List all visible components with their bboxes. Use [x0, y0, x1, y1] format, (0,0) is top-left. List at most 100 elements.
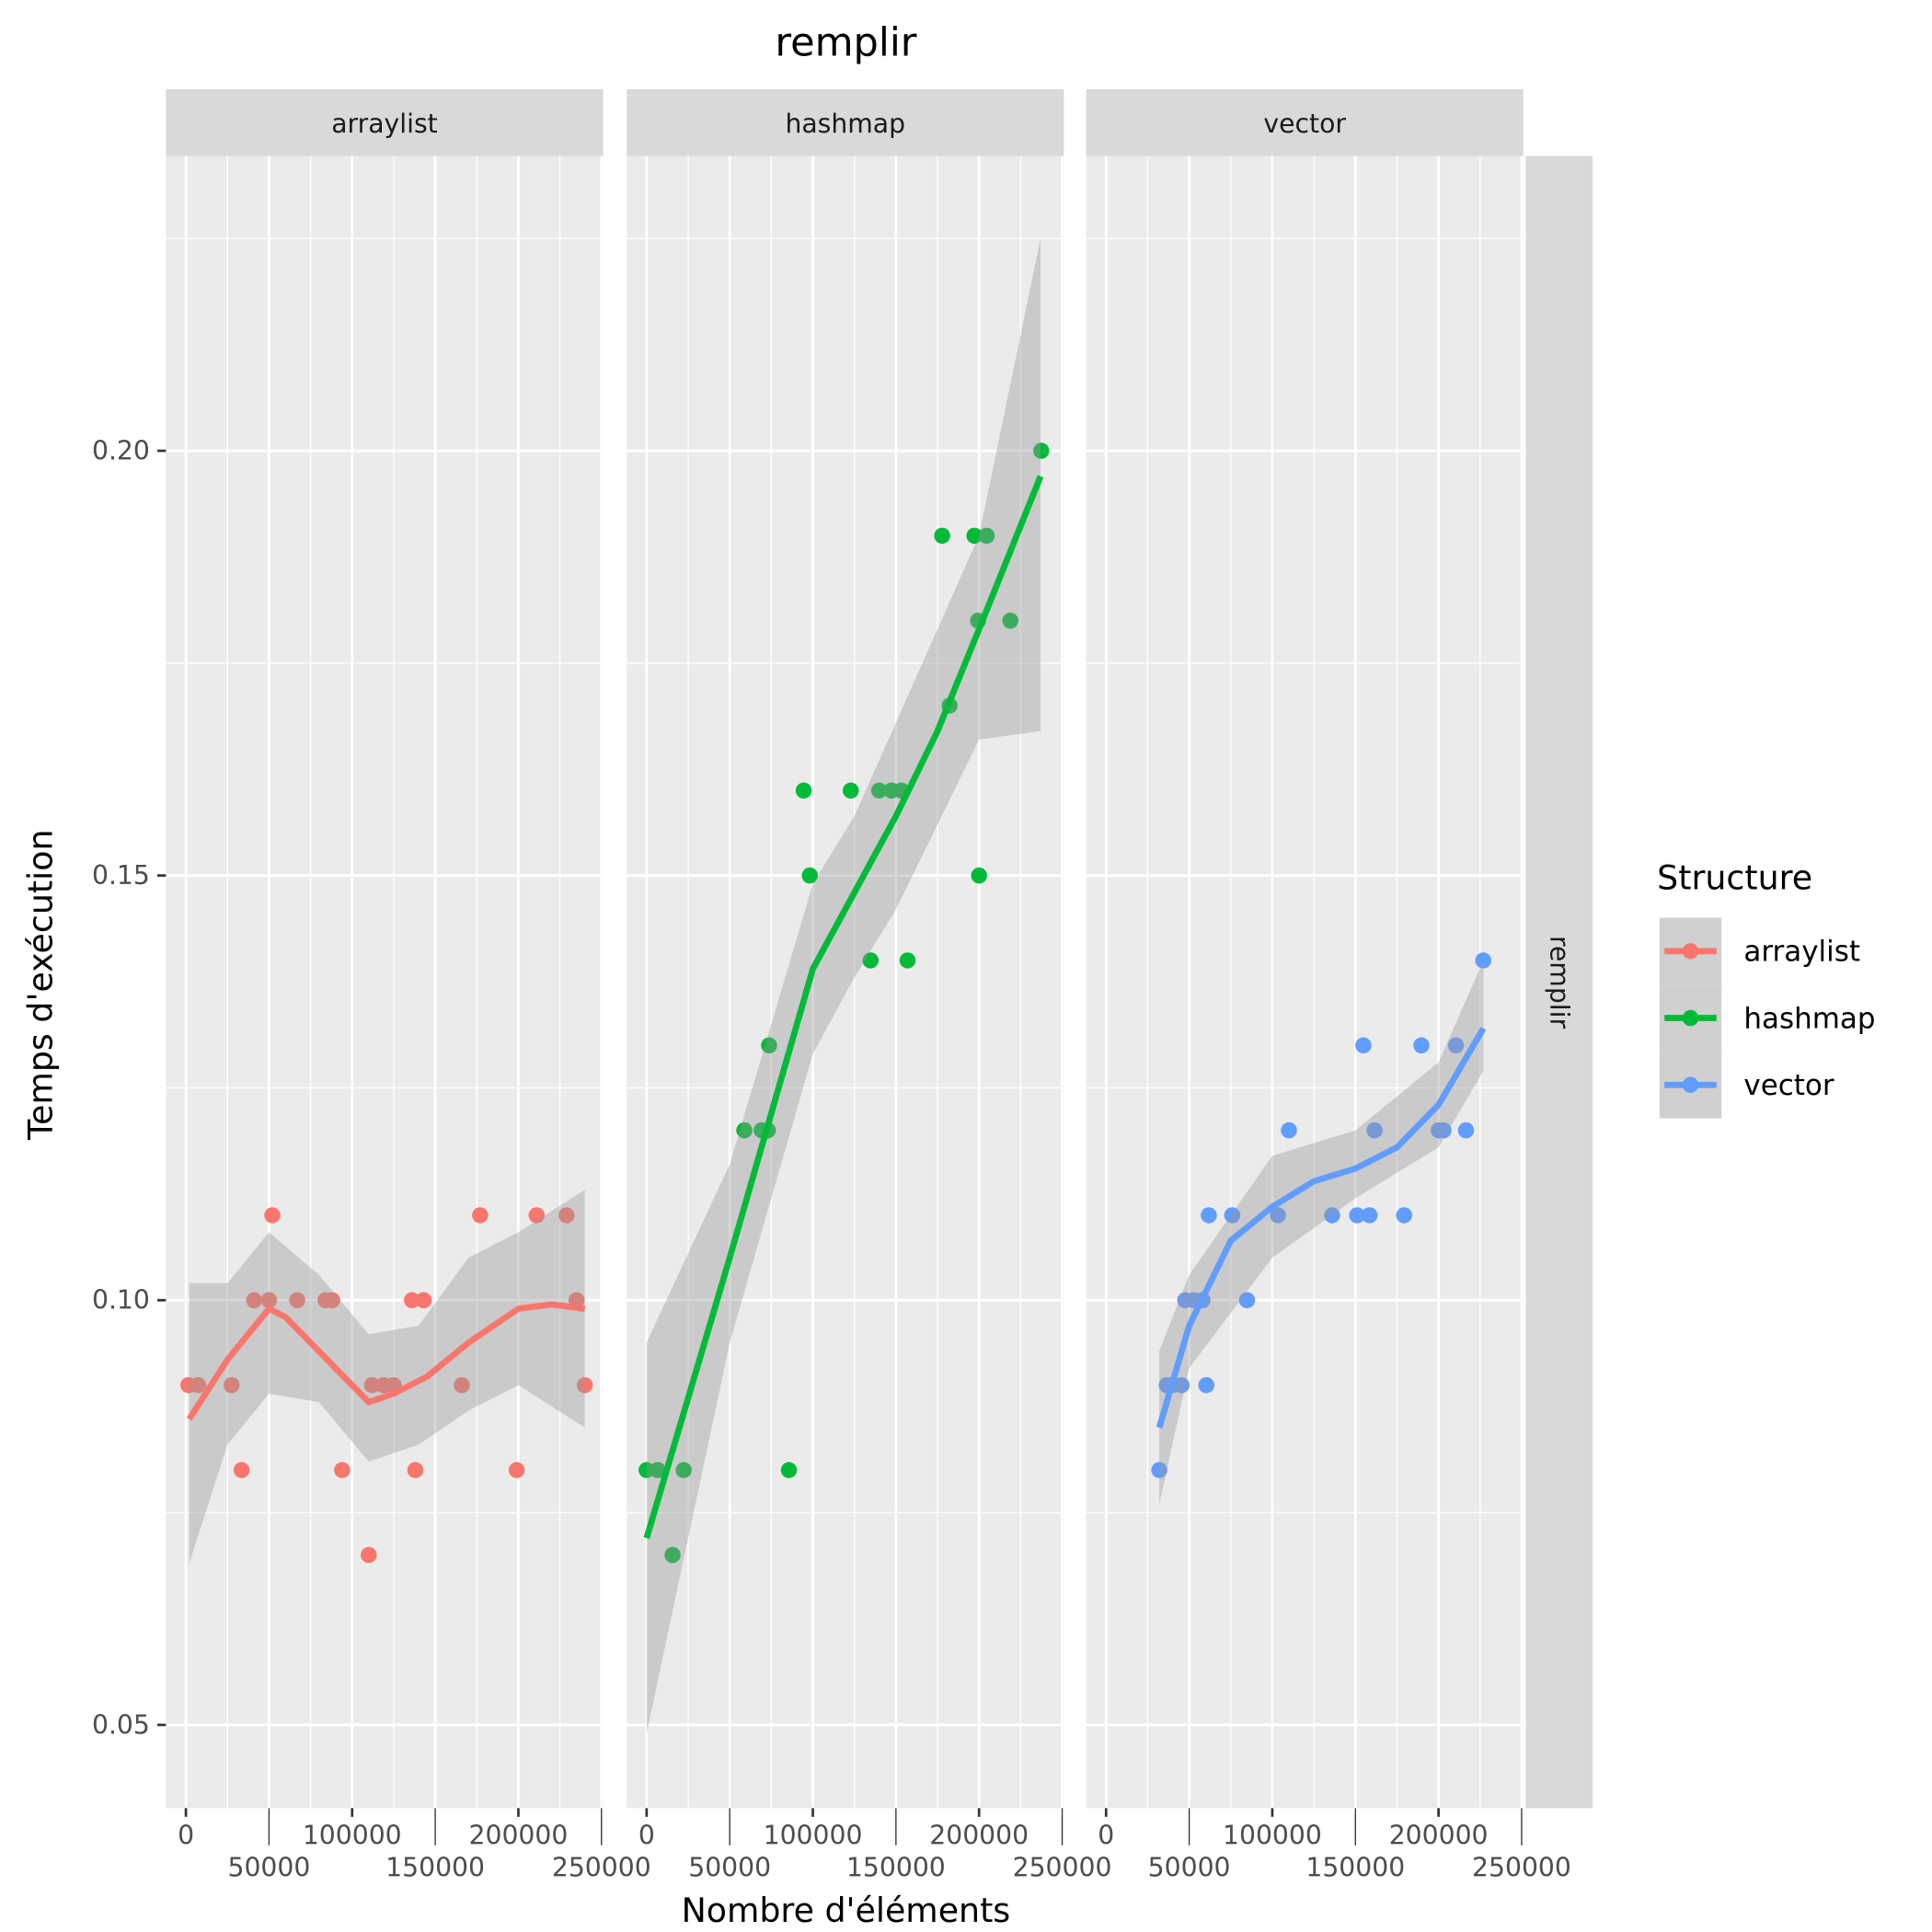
y-tick-label: 0.10 — [92, 1285, 150, 1316]
legend-point — [1682, 943, 1699, 960]
facet-strip — [1086, 88, 1524, 156]
data-point — [576, 1376, 593, 1394]
data-point — [472, 1207, 489, 1224]
x-tick-label: 100000 — [303, 1820, 402, 1850]
legend-item-hashmap: hashmap — [1659, 984, 1875, 1052]
data-point — [454, 1376, 470, 1394]
x-tick-label: 50000 — [1148, 1852, 1231, 1882]
x-tick-label: 0 — [178, 1820, 194, 1850]
data-point — [260, 1292, 278, 1309]
data-point — [780, 1462, 798, 1478]
data-point — [1361, 1207, 1378, 1224]
data-point — [1224, 1207, 1241, 1224]
data-point — [1002, 612, 1018, 629]
y-axis-label: Temps d'exécution — [21, 830, 61, 1141]
facet-strip-label: hashmap — [785, 109, 905, 139]
data-point — [1033, 443, 1050, 459]
y-tick-label: 0.15 — [92, 860, 150, 891]
x-tick-label: 200000 — [469, 1820, 569, 1850]
data-point — [334, 1462, 351, 1478]
row-strip — [1525, 155, 1593, 1809]
x-tick-label: 200000 — [929, 1820, 1029, 1850]
data-point — [190, 1376, 207, 1394]
data-point — [1447, 1037, 1465, 1054]
smooth-line — [643, 475, 1044, 1539]
legend-item-arraylist: arraylist — [1659, 917, 1860, 985]
row-strip-label: remplir — [1544, 936, 1574, 1029]
data-point — [801, 867, 819, 884]
facet-strip-label: vector — [1263, 109, 1346, 139]
data-point — [289, 1292, 305, 1309]
x-tick-label: 100000 — [764, 1820, 863, 1850]
data-point — [795, 782, 812, 799]
data-point — [1349, 1207, 1365, 1224]
data-point — [736, 1121, 753, 1139]
data-point — [978, 527, 995, 545]
x-tick-label: 250000 — [1472, 1852, 1571, 1882]
x-tick-label: 50000 — [227, 1852, 310, 1882]
data-point — [508, 1462, 525, 1478]
data-point — [966, 527, 983, 545]
chart-title: remplir — [775, 20, 916, 66]
confidence-ribbon — [646, 238, 1041, 1734]
data-point — [934, 527, 950, 545]
data-point — [264, 1207, 281, 1224]
data-point — [664, 1547, 681, 1563]
data-point — [1435, 1121, 1452, 1139]
x-tick-label: 0 — [1098, 1820, 1114, 1850]
data-point — [638, 1462, 655, 1478]
data-point — [528, 1207, 546, 1224]
x-tick-label: 150000 — [846, 1852, 946, 1882]
facet-strip-label: arraylist — [331, 109, 438, 139]
panel-background — [166, 155, 604, 1809]
x-tick-label: 250000 — [552, 1852, 651, 1882]
data-point — [233, 1462, 250, 1478]
smooth-line — [1156, 1027, 1487, 1429]
x-tick-label: 250000 — [1013, 1852, 1112, 1882]
data-point — [971, 867, 987, 884]
data-point — [407, 1462, 424, 1478]
x-tick-label: 200000 — [1389, 1820, 1489, 1850]
data-point — [1198, 1376, 1214, 1394]
panel-background — [627, 155, 1064, 1809]
data-point — [1270, 1207, 1286, 1224]
data-point — [224, 1376, 240, 1394]
data-point — [404, 1292, 420, 1309]
y-tick-label: 0.20 — [92, 435, 150, 466]
confidence-ribbon — [1159, 960, 1484, 1504]
legend-label: hashmap — [1743, 1002, 1875, 1035]
x-tick-label: 50000 — [688, 1852, 771, 1882]
confidence-ribbon — [189, 1190, 585, 1564]
data-point — [363, 1376, 381, 1394]
x-tick-label: 100000 — [1223, 1820, 1322, 1850]
data-point — [246, 1292, 262, 1309]
legend: Structure arraylist hashmap vector — [1657, 858, 1875, 1119]
data-point — [1355, 1037, 1372, 1054]
facet-strip — [627, 88, 1064, 156]
data-point — [558, 1207, 575, 1224]
data-point — [1475, 952, 1491, 969]
y-tick-label: 0.05 — [92, 1709, 150, 1740]
data-point — [675, 1462, 692, 1478]
data-point — [1366, 1121, 1383, 1139]
data-point — [324, 1292, 340, 1309]
legend-title: Structure — [1657, 858, 1812, 898]
data-point — [899, 952, 916, 969]
data-point — [1173, 1376, 1190, 1394]
legend-point — [1682, 1009, 1699, 1027]
x-tick-label: 0 — [638, 1820, 655, 1850]
smooth-line — [186, 1301, 586, 1421]
legend-item-vector: vector — [1659, 1051, 1834, 1119]
data-point — [415, 1292, 432, 1309]
facet-strip — [166, 88, 604, 156]
x-axis-label: Nombre d'éléments — [682, 1891, 1011, 1930]
data-point — [1324, 1207, 1340, 1224]
data-point — [1281, 1121, 1297, 1139]
data-point — [761, 1037, 777, 1054]
data-point — [650, 1462, 666, 1478]
data-point — [361, 1547, 377, 1563]
data-point — [1151, 1462, 1167, 1478]
